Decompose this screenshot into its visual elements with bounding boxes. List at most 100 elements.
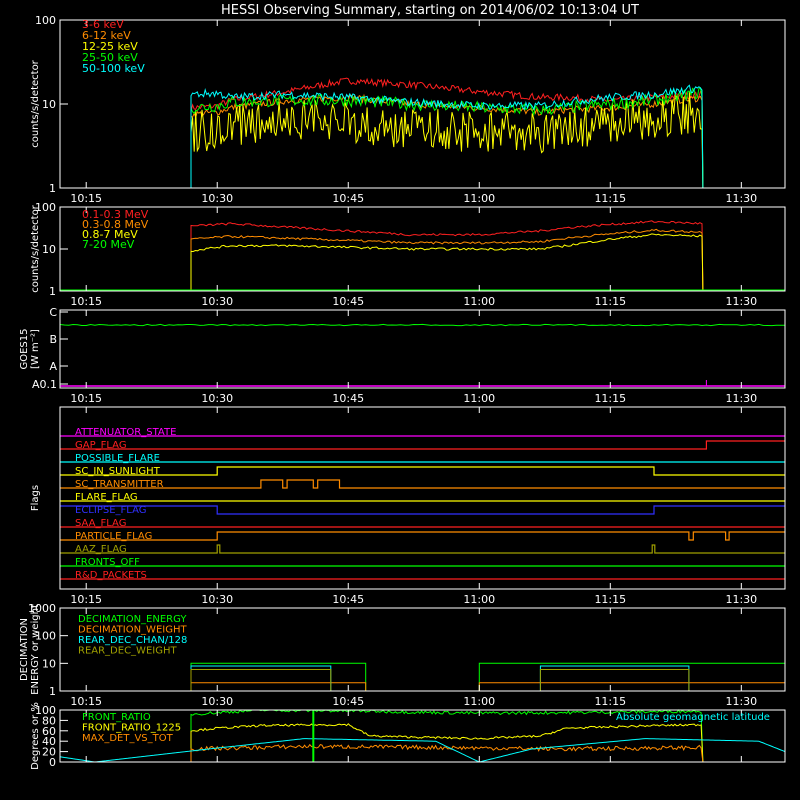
flag-label: SC_TRANSMITTER — [75, 479, 164, 490]
panel-decimation: 1 10 100 1000 DECIMATION ENERGY or weight DECI… — [19, 602, 786, 708]
series-line — [190, 77, 704, 189]
x-tick-label: 11:00 — [463, 695, 495, 708]
legend-entry: 12-25 keV — [82, 40, 138, 53]
series-line — [190, 233, 704, 292]
x-tick-label: 11:30 — [725, 192, 757, 205]
flag-line — [60, 505, 785, 515]
y-tick-label: 1 — [49, 285, 56, 298]
x-tick-label: 10:45 — [332, 295, 364, 308]
flag-line — [60, 466, 785, 476]
x-tick-label: 11:15 — [594, 192, 626, 205]
y-tick-label: 1 — [49, 685, 56, 698]
y-tick-label: C — [49, 306, 57, 319]
x-tick-label: 10:15 — [70, 593, 102, 606]
x-tick-label: 10:30 — [201, 392, 233, 405]
panel-goes: A0.1 A B C GOES15 [W m⁻²] 10:15 10:30 10:45 11:00… — [19, 306, 786, 405]
x-tick-label: 10:30 — [201, 295, 233, 308]
y-tick-label: 100 — [35, 14, 56, 27]
x-tick-label: 11:30 — [725, 593, 757, 606]
y-tick-label: 10 — [42, 243, 56, 256]
legend-entry: 50-100 keV — [82, 62, 145, 75]
y-tick-label: 40 — [42, 735, 56, 748]
legend-entry: FRONT_RATIO — [82, 712, 151, 723]
flag-label: R&D_PACKETS — [75, 570, 147, 581]
x-tick-label: 10:15 — [70, 695, 102, 708]
x-tick-label: 11:00 — [463, 392, 495, 405]
series-line — [190, 91, 704, 189]
y-tick-label: 60 — [42, 725, 56, 738]
y-axis-label: counts/s/detector — [30, 204, 41, 292]
flag-line — [60, 479, 785, 489]
legend-entry: 0.1-0.3 MeV — [82, 208, 149, 221]
series-line — [190, 84, 704, 189]
series-line — [190, 743, 704, 763]
flag-label: PARTICLE_FLAG — [75, 531, 152, 542]
legend-entry: MAX_DET_VS_TOT — [82, 733, 174, 744]
y-axis-label: Flags — [30, 485, 41, 511]
y-tick-label: 1 — [49, 182, 56, 195]
legend-entry: 25-50 keV — [82, 51, 138, 64]
x-tick-label: 11:15 — [594, 392, 626, 405]
x-tick-label: 10:30 — [201, 695, 233, 708]
flag-label: FRONTS_OFF — [75, 557, 140, 568]
x-tick-label: 10:45 — [332, 192, 364, 205]
x-tick-label: 10:15 — [70, 392, 102, 405]
x-tick-label: 11:00 — [463, 295, 495, 308]
flag-line — [60, 531, 785, 541]
panel-flags: ATTENUATOR_STATE GAP_FLAG POSSIBLE_FLARE SC… — [30, 406, 786, 606]
series-line — [60, 682, 785, 692]
flag-label: SAA_FLAG — [75, 518, 126, 529]
x-tick-label: 10:45 — [332, 593, 364, 606]
y-tick-label: 80 — [42, 714, 56, 727]
series-line — [190, 220, 704, 292]
y-tick-label: 100 — [35, 201, 56, 214]
plot-frame — [59, 607, 786, 692]
y-tick-label: 10 — [42, 98, 56, 111]
legend-entry: DECIMATION_WEIGHT — [78, 625, 187, 636]
plot-frame — [59, 709, 786, 763]
plot-frame — [59, 406, 786, 590]
series-line — [190, 723, 704, 763]
legend-entry: FRONT_RATIO_1225 — [82, 723, 181, 734]
x-tick-label: 11:30 — [725, 695, 757, 708]
x-tick-label: 10:30 — [201, 593, 233, 606]
y-tick-label: 0 — [49, 756, 56, 769]
legend-entry: 0.8-7 MeV — [82, 228, 138, 241]
x-tick-label: 11:30 — [725, 392, 757, 405]
goes-long-line — [59, 323, 786, 327]
series-line — [60, 662, 785, 692]
y-axis-label: DECIMATION — [19, 618, 30, 681]
legend-entry: REAR_DEC_WEIGHT — [78, 646, 177, 657]
series-line — [60, 669, 785, 692]
x-tick-label: 10:15 — [70, 192, 102, 205]
legend-entry: 3-6 keV — [82, 18, 124, 31]
flag-label: SC_IN_SUNLIGHT — [75, 466, 161, 477]
flag-line — [60, 544, 785, 554]
flag-label: POSSIBLE_FLARE — [75, 453, 160, 464]
y-tick-label: B — [49, 333, 57, 346]
flag-label: ATTENUATOR_STATE — [75, 427, 176, 438]
x-tick-label: 11:15 — [594, 295, 626, 308]
x-tick-label: 11:00 — [463, 593, 495, 606]
y-tick-label: 100 — [35, 630, 56, 643]
legend-entry: REAR_DEC_CHAN/128 — [78, 635, 187, 646]
x-tick-label: 10:30 — [201, 192, 233, 205]
series-line — [190, 228, 704, 292]
legend-entry: 7-20 MeV — [82, 238, 135, 251]
x-tick-label: 10:15 — [70, 295, 102, 308]
y-tick-label: 100 — [35, 704, 56, 717]
flag-label: GAP_FLAG — [75, 440, 127, 451]
x-tick-label: 11:30 — [725, 295, 757, 308]
annotation-geomagnetic: Absolute geomagnetic latitude — [616, 712, 770, 723]
x-tick-label: 11:15 — [594, 593, 626, 606]
flag-label: FLARE_FLAG — [75, 492, 138, 503]
series-line — [59, 738, 786, 763]
x-tick-label: 10:45 — [332, 695, 364, 708]
y-tick-label: A0.1 — [32, 378, 57, 391]
y-axis-label: ENERGY or weight — [30, 604, 41, 695]
